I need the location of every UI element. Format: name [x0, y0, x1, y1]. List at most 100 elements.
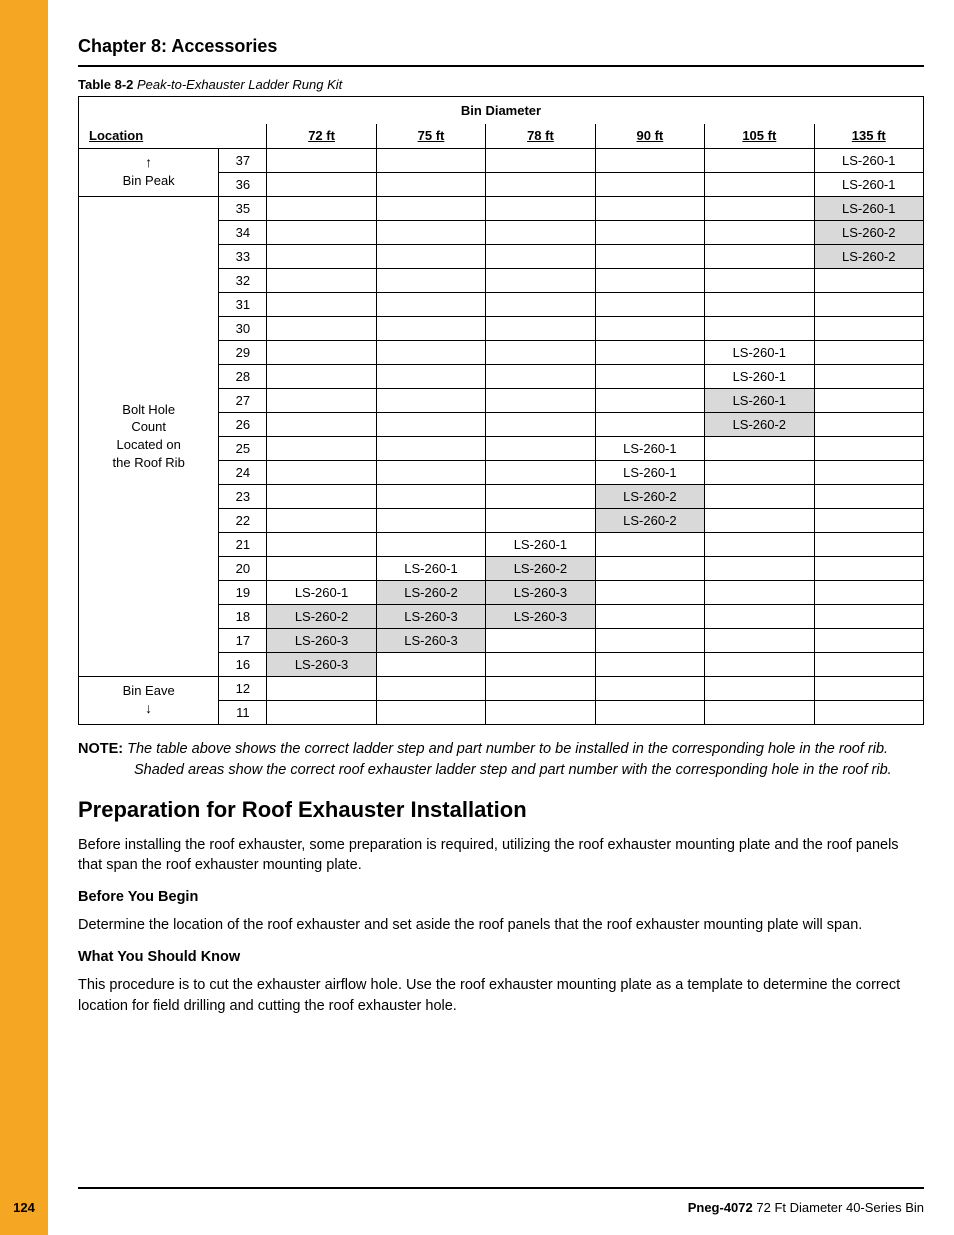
data-cell	[705, 532, 814, 556]
data-cell	[814, 412, 923, 436]
row-number: 20	[219, 556, 267, 580]
data-cell	[486, 292, 595, 316]
data-cell	[814, 628, 923, 652]
row-group-label: ↑Bin Peak	[79, 148, 219, 196]
data-cell: LS-260-1	[705, 340, 814, 364]
data-cell: LS-260-2	[814, 244, 923, 268]
col-135ft: 135 ft	[814, 124, 923, 148]
row-number: 19	[219, 580, 267, 604]
data-cell	[814, 508, 923, 532]
row-number: 36	[219, 172, 267, 196]
data-cell	[814, 556, 923, 580]
data-cell: LS-260-2	[595, 484, 704, 508]
data-cell: LS-260-1	[814, 196, 923, 220]
data-cell	[595, 580, 704, 604]
what-you-should-know-body: This procedure is to cut the exhauster a…	[78, 975, 924, 1016]
note-block: NOTE: The table above shows the correct …	[78, 739, 924, 781]
data-cell	[705, 292, 814, 316]
row-group-label: Bin Eave↓	[79, 676, 219, 724]
data-cell	[486, 196, 595, 220]
data-cell	[486, 148, 595, 172]
data-cell	[486, 244, 595, 268]
data-cell	[705, 700, 814, 724]
data-cell	[376, 172, 485, 196]
row-number: 21	[219, 532, 267, 556]
data-cell: LS-260-1	[814, 172, 923, 196]
footer: 124 Pneg-4072 72 Ft Diameter 40-Series B…	[0, 1200, 924, 1215]
data-cell	[595, 268, 704, 292]
data-cell	[486, 436, 595, 460]
data-cell	[705, 460, 814, 484]
data-cell	[705, 196, 814, 220]
table-caption-title: Peak-to-Exhauster Ladder Rung Kit	[137, 77, 342, 92]
data-cell	[705, 436, 814, 460]
data-cell	[814, 604, 923, 628]
data-cell	[705, 244, 814, 268]
row-number: 31	[219, 292, 267, 316]
data-cell	[595, 172, 704, 196]
data-cell: LS-260-3	[486, 604, 595, 628]
bin-diameter-header: Bin Diameter	[79, 97, 924, 125]
what-you-should-know-head: What You Should Know	[78, 949, 924, 965]
data-cell	[595, 244, 704, 268]
data-cell	[814, 436, 923, 460]
data-cell	[814, 364, 923, 388]
data-cell: LS-260-2	[376, 580, 485, 604]
data-cell: LS-260-2	[267, 604, 376, 628]
data-cell	[486, 676, 595, 700]
col-90ft: 90 ft	[595, 124, 704, 148]
table-caption-number: Table 8-2	[78, 77, 133, 92]
footer-rule	[78, 1187, 924, 1189]
data-cell	[376, 412, 485, 436]
row-number: 30	[219, 316, 267, 340]
data-cell	[814, 316, 923, 340]
data-cell	[595, 316, 704, 340]
row-number: 16	[219, 652, 267, 676]
table-row: Bin Eave↓12	[79, 676, 924, 700]
data-cell	[814, 580, 923, 604]
data-cell	[376, 652, 485, 676]
data-cell	[705, 604, 814, 628]
data-cell	[267, 220, 376, 244]
data-cell	[486, 220, 595, 244]
col-78ft: 78 ft	[486, 124, 595, 148]
col-75ft: 75 ft	[376, 124, 485, 148]
row-number: 34	[219, 220, 267, 244]
data-cell: LS-260-1	[267, 580, 376, 604]
data-cell	[486, 628, 595, 652]
data-cell	[486, 172, 595, 196]
data-cell	[705, 172, 814, 196]
col-location: Location	[79, 124, 267, 148]
data-cell	[376, 532, 485, 556]
data-cell	[267, 532, 376, 556]
data-cell	[486, 388, 595, 412]
data-cell	[267, 196, 376, 220]
data-cell	[595, 532, 704, 556]
data-cell: LS-260-1	[814, 148, 923, 172]
data-cell: LS-260-3	[267, 652, 376, 676]
data-cell	[376, 364, 485, 388]
data-cell: LS-260-1	[705, 364, 814, 388]
table-head: Bin Diameter Location 72 ft 75 ft 78 ft …	[79, 97, 924, 149]
data-cell	[595, 556, 704, 580]
doc-id-rest: 72 Ft Diameter 40-Series Bin	[753, 1200, 924, 1215]
data-cell	[486, 412, 595, 436]
row-number: 11	[219, 700, 267, 724]
data-cell	[814, 652, 923, 676]
data-cell	[486, 700, 595, 724]
table-body: ↑Bin Peak37LS-260-136LS-260-1Bolt HoleCo…	[79, 148, 924, 724]
data-cell	[705, 268, 814, 292]
row-number: 23	[219, 484, 267, 508]
data-cell	[486, 508, 595, 532]
row-number: 25	[219, 436, 267, 460]
data-cell	[376, 196, 485, 220]
data-cell	[267, 316, 376, 340]
data-cell	[486, 364, 595, 388]
data-cell	[267, 412, 376, 436]
data-cell	[376, 148, 485, 172]
row-number: 12	[219, 676, 267, 700]
data-cell	[486, 460, 595, 484]
table-row: Bolt HoleCountLocated onthe Roof Rib35LS…	[79, 196, 924, 220]
row-group-label: Bolt HoleCountLocated onthe Roof Rib	[79, 196, 219, 676]
data-cell: LS-260-3	[486, 580, 595, 604]
